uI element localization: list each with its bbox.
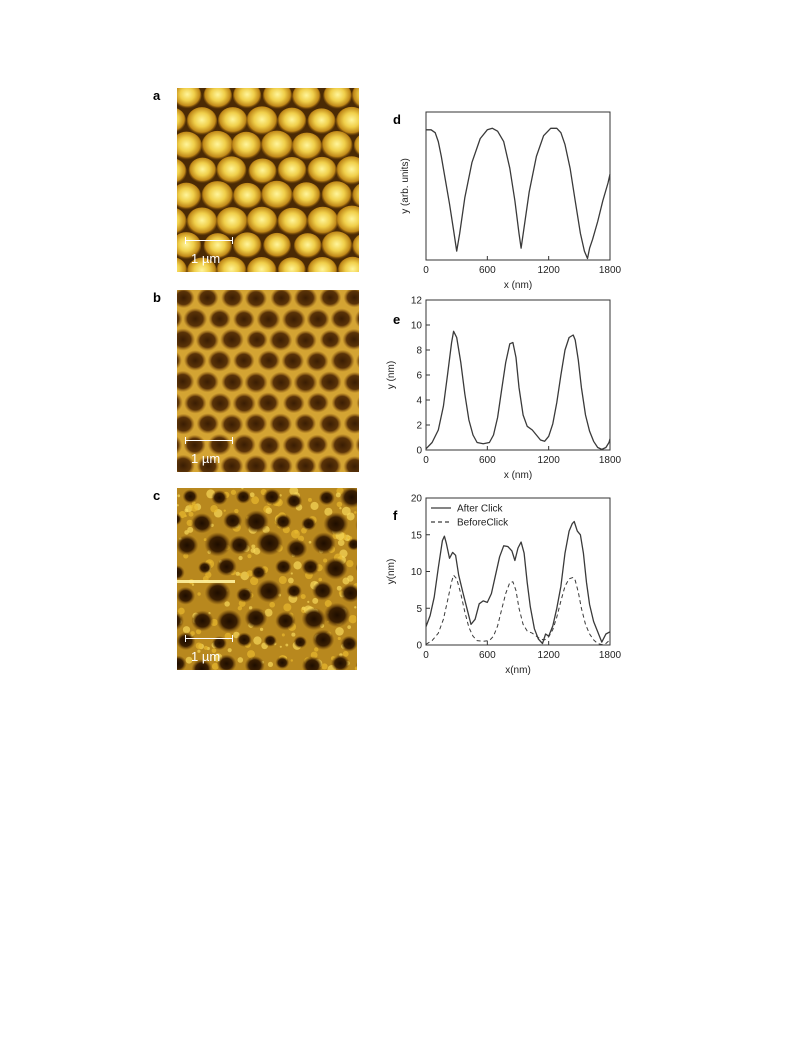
afm-lattice	[177, 290, 359, 472]
series-line-1	[425, 330, 611, 451]
plot-frame	[425, 111, 611, 261]
x-tick-label: 0	[423, 650, 429, 661]
legend-label: BeforeClick	[457, 518, 509, 529]
afm-image-c-graphic	[177, 488, 357, 670]
afm-image-b: 1 µm	[177, 290, 359, 472]
legend-label: After Click	[457, 504, 504, 515]
scale-label-a: 1 µm	[191, 251, 221, 266]
scale-bar-a	[185, 237, 233, 244]
y-tick-label: 8	[416, 346, 422, 357]
panel-letter-f: f	[393, 508, 398, 523]
y-tick-label: 15	[411, 530, 423, 541]
afm-scan-streak	[177, 580, 235, 583]
panel-letter-b: b	[153, 290, 161, 305]
y-tick-label: 5	[416, 604, 422, 615]
x-tick-label: 600	[479, 650, 496, 661]
series-line-2	[425, 574, 611, 646]
x-tick-label: 600	[479, 455, 496, 466]
y-axis-label: y(nm)	[386, 559, 397, 585]
afm-lattice	[177, 488, 357, 670]
plot-d-graphic: 0 600 1200 1800 x (nm) y (arb. units)	[400, 111, 622, 291]
panel-letter-d: d	[393, 112, 401, 127]
afm-image-a-graphic	[177, 88, 359, 272]
series-line-1	[426, 127, 611, 260]
y-tick-label: 4	[416, 396, 422, 407]
afm-image-c: 1 µm	[177, 488, 357, 670]
plot-d: 0 600 1200 1800 x (nm) y (arb. units)	[380, 100, 630, 300]
y-tick-label: 6	[416, 371, 422, 382]
scale-label-c: 1 µm	[191, 649, 221, 664]
x-axis-label: x (nm)	[504, 470, 532, 481]
x-tick-label: 1800	[599, 650, 622, 661]
plot-frame	[425, 497, 611, 646]
plot-e: 0 600 1200 1800 0 2 4 6 8 10 12 x (nm) y (nm)	[380, 292, 630, 482]
x-tick-label: 0	[423, 455, 429, 466]
y-tick-label: 10	[411, 567, 423, 578]
afm-image-b-graphic	[177, 290, 359, 472]
y-axis-label: y (nm)	[386, 361, 397, 389]
afm-image-a: 1 µm	[177, 88, 359, 272]
x-axis-label: x(nm)	[505, 665, 531, 676]
panel-letter-e: e	[393, 312, 401, 327]
series-line-1	[425, 520, 611, 645]
x-tick-label: 600	[479, 265, 496, 276]
x-tick-label: 1200	[538, 650, 561, 661]
x-axis-label: x (nm)	[504, 280, 532, 291]
plot-e-graphic: 0 600 1200 1800 0 2 4 6 8 10 12 x (nm) y (nm)	[386, 296, 622, 482]
y-tick-label: 0	[416, 446, 422, 457]
x-tick-label: 1800	[599, 265, 622, 276]
panel-letter-a: a	[153, 88, 161, 103]
x-tick-label: 1200	[538, 265, 561, 276]
scale-label-b: 1 µm	[191, 451, 221, 466]
y-tick-label: 12	[411, 296, 423, 307]
afm-lattice	[177, 88, 359, 272]
y-tick-label: 10	[411, 321, 423, 332]
x-tick-label: 0	[423, 265, 429, 276]
y-tick-label: 20	[411, 494, 423, 505]
plot-f-graphic: 0 600 1200 1800 0 5 10 15 20 x(nm) y(nm) After Clic…	[386, 494, 622, 677]
x-tick-label: 1800	[599, 455, 622, 466]
y-axis-label: y (arb. units)	[400, 158, 411, 214]
y-tick-label: 2	[416, 421, 422, 432]
scale-bar-b	[185, 437, 233, 444]
y-tick-label: 0	[416, 641, 422, 652]
plot-f: 0 600 1200 1800 0 5 10 15 20 x(nm) y(nm) After Clic…	[380, 490, 630, 690]
scale-bar-c	[185, 635, 233, 642]
panel-letter-c: c	[153, 488, 161, 503]
x-tick-label: 1200	[538, 455, 561, 466]
